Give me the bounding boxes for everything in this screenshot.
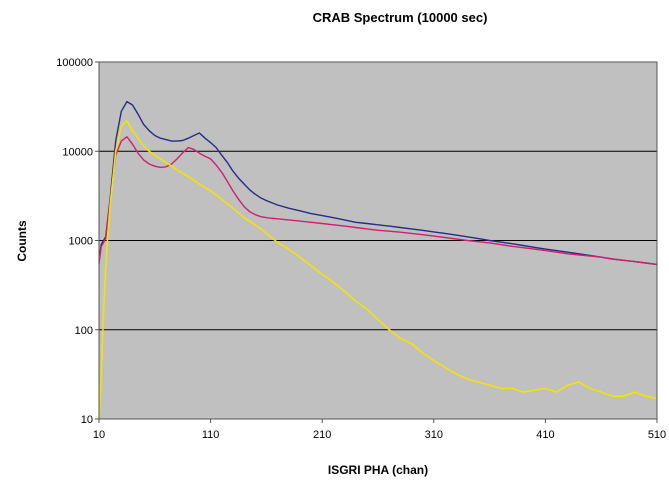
- x-tick-label: 210: [313, 429, 331, 441]
- gridlines: [99, 150, 657, 331]
- x-tick-label: 110: [202, 429, 220, 441]
- x-tick-label: 10: [93, 429, 105, 441]
- y-axis: 10 100 1000 10000 100000: [56, 57, 99, 426]
- series-line-2: [98, 136, 658, 266]
- y-tick-label: 1000: [69, 236, 93, 248]
- x-tick-label: 510: [648, 429, 666, 441]
- series-line-1: [98, 100, 658, 266]
- y-tick-label: 10: [81, 414, 93, 426]
- series-layer: [98, 100, 658, 420]
- x-tick-label: 410: [536, 429, 554, 441]
- y-tick-label: 100: [75, 325, 93, 337]
- y-axis-title: Counts: [15, 220, 29, 262]
- y-tick-label: 100000: [56, 57, 93, 69]
- y-tick-label: 10000: [62, 146, 93, 158]
- chart-title: CRAB Spectrum (10000 sec): [313, 10, 488, 25]
- x-tick-label: 310: [425, 429, 443, 441]
- series-line-3: [98, 119, 658, 420]
- x-axis: 10 110 210 310 410 510: [93, 419, 666, 441]
- x-axis-title: ISGRI PHA (chan): [328, 463, 428, 477]
